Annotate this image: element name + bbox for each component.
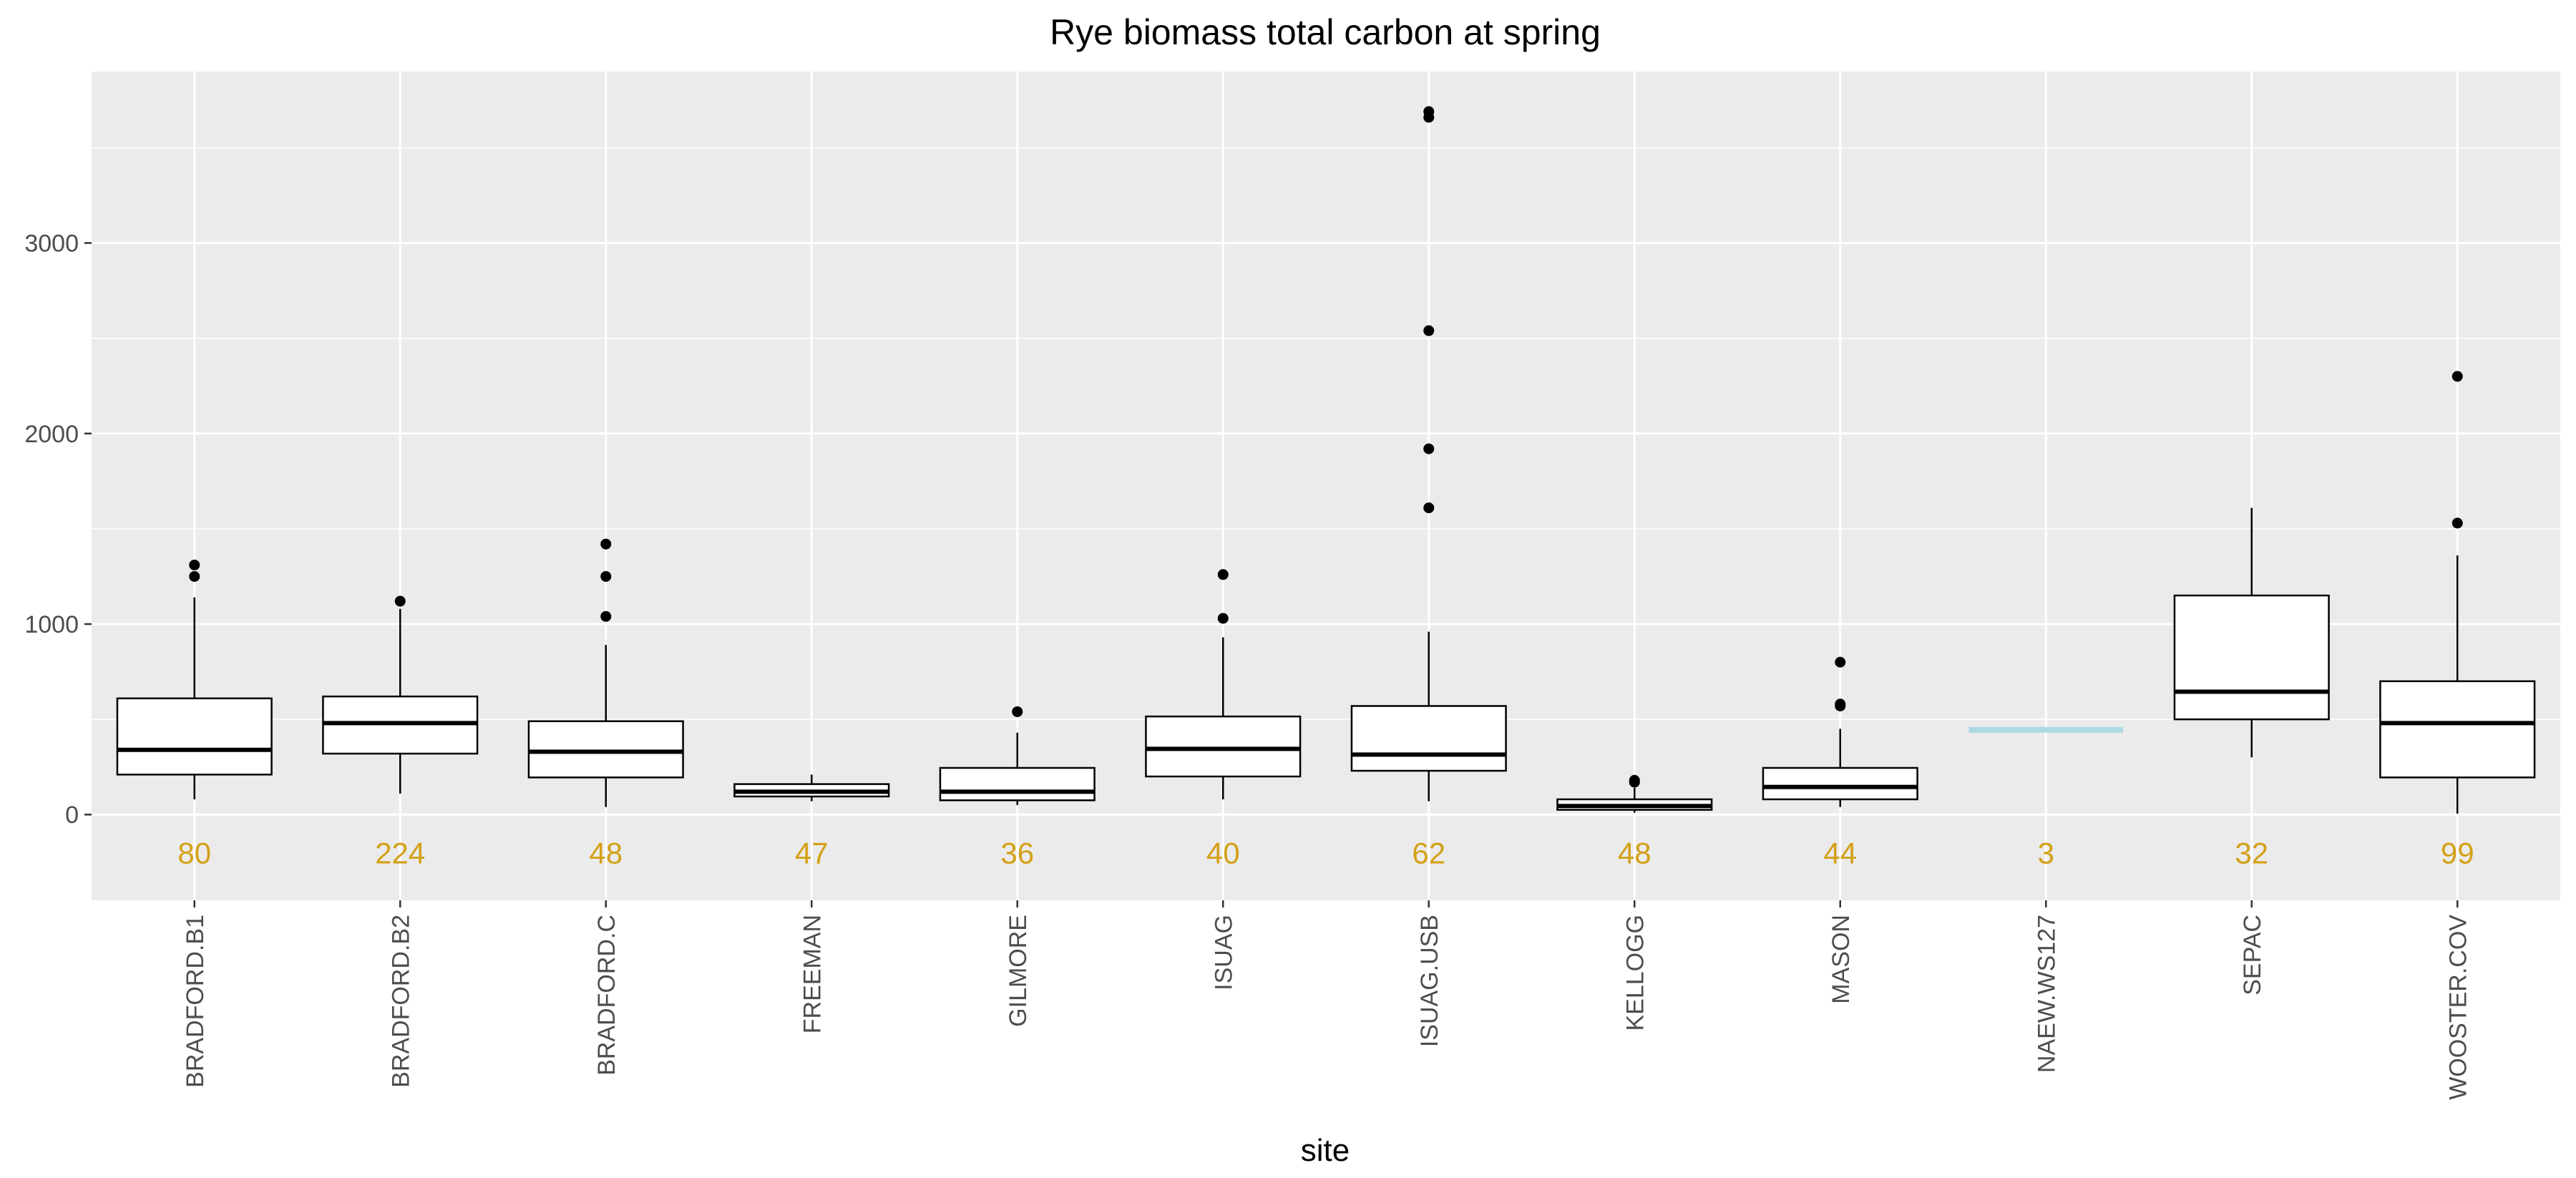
outlier-point — [1423, 443, 1435, 454]
x-tick-label: BRADFORD.B2 — [387, 915, 414, 1088]
box-sepac: 32 — [2173, 507, 2330, 870]
iqr-box — [527, 720, 684, 779]
x-tick-label: ISUAG.USB — [1416, 915, 1443, 1047]
outlier-point — [1835, 698, 1846, 710]
count-label: 36 — [1000, 836, 1034, 870]
outlier-point — [1012, 706, 1023, 717]
x-tick-label: WOOSTER.COV — [2444, 915, 2472, 1100]
x-tick-label: SEPAC — [2239, 915, 2266, 996]
iqr-box — [1762, 766, 1918, 801]
outlier-point — [189, 559, 200, 570]
y-tick-label: 1000 — [24, 611, 79, 638]
iqr-box — [116, 697, 273, 776]
count-label: 62 — [1412, 836, 1445, 870]
count-label: 99 — [2441, 836, 2474, 870]
outlier-point — [2451, 371, 2463, 382]
iqr-box — [1350, 705, 1507, 772]
y-tick-label: 2000 — [24, 421, 79, 448]
box-isuag: 40 — [1145, 569, 1302, 870]
x-tick-label: KELLOGG — [1621, 915, 1649, 1031]
outlier-point — [1217, 569, 1229, 580]
box-naew-ws127: 3 — [1968, 726, 2124, 870]
outlier-point — [1835, 656, 1846, 668]
x-tick-label: BRADFORD.C — [593, 915, 620, 1076]
count-label: 32 — [2235, 836, 2268, 870]
count-label: 224 — [375, 836, 425, 870]
x-tick-label: NAEW.WS127 — [2033, 915, 2060, 1073]
chart-title: Rye biomass total carbon at spring — [1050, 12, 1601, 52]
count-label: 48 — [1618, 836, 1652, 870]
box-freeman: 47 — [733, 774, 890, 870]
outlier-point — [1629, 774, 1640, 786]
iqr-box — [1145, 715, 1302, 778]
box-bradford-b2: 224 — [322, 595, 479, 870]
x-tick-label: FREEMAN — [799, 915, 826, 1033]
x-tick-label: ISUAG — [1210, 915, 1237, 990]
x-tick-label: GILMORE — [1005, 915, 1032, 1027]
box-gilmore: 36 — [939, 706, 1096, 870]
outlier-point — [394, 595, 406, 607]
outlier-point — [1423, 502, 1435, 514]
outlier-point — [600, 610, 612, 622]
outlier-point — [600, 570, 612, 582]
x-axis-title: site — [1301, 1133, 1350, 1168]
box-mason: 44 — [1762, 656, 1918, 870]
y-tick-label: 0 — [65, 802, 79, 829]
plot-panel — [92, 72, 2560, 900]
outlier-point — [189, 570, 200, 582]
outlier-point — [1423, 106, 1435, 117]
x-tick-label: MASON — [1828, 915, 1855, 1004]
x-tick-label: BRADFORD.B1 — [182, 915, 209, 1088]
iqr-box — [2173, 594, 2330, 721]
count-label: 44 — [1823, 836, 1857, 870]
box-bradford-b1: 80 — [116, 559, 273, 870]
count-label: 80 — [177, 836, 211, 870]
count-label: 3 — [2038, 836, 2054, 870]
y-tick-label: 3000 — [24, 230, 79, 258]
count-label: 47 — [795, 836, 829, 870]
box-isuag-usb: 62 — [1350, 106, 1507, 870]
box-kellogg: 48 — [1556, 774, 1713, 870]
outlier-point — [1217, 613, 1229, 624]
iqr-box — [2379, 680, 2536, 779]
box-bradford-c: 48 — [527, 538, 684, 870]
count-label: 40 — [1206, 836, 1240, 870]
iqr-box — [939, 766, 1096, 802]
outlier-point — [2451, 517, 2463, 529]
outlier-point — [1423, 325, 1435, 336]
count-label: 48 — [589, 836, 623, 870]
box-wooster-cov: 99 — [2379, 371, 2536, 870]
outlier-point — [600, 538, 612, 550]
